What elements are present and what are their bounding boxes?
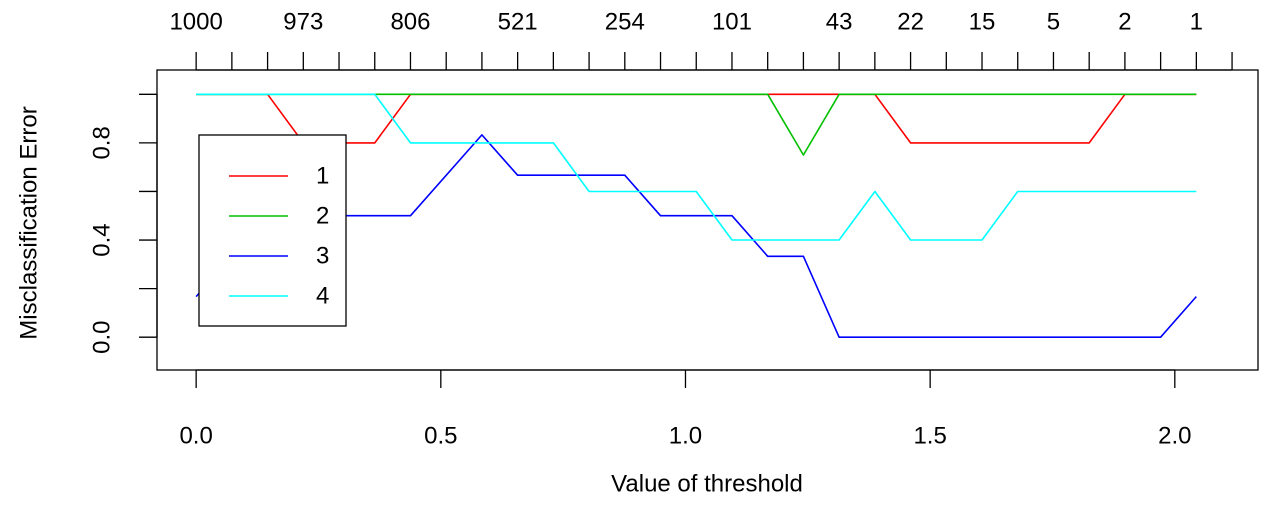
x-tick-label: 0.5 xyxy=(424,422,457,449)
top-tick-label: 101 xyxy=(712,8,752,35)
legend-label-2: 2 xyxy=(316,202,329,229)
top-tick-label: 973 xyxy=(283,8,323,35)
bottom-axis: 0.0 0.5 1.0 1.5 2.0 xyxy=(179,369,1192,449)
x-tick-label: 1.0 xyxy=(669,422,702,449)
legend: 1 2 3 4 xyxy=(198,134,347,327)
top-tick-label: 43 xyxy=(826,8,853,35)
legend-box xyxy=(198,134,347,327)
legend-label-1: 1 xyxy=(316,162,329,189)
top-tick-label: 5 xyxy=(1047,8,1060,35)
x-tick-label: 2.0 xyxy=(1158,422,1191,449)
x-axis-title: Value of threshold xyxy=(611,470,803,497)
top-tick-label: 806 xyxy=(390,8,430,35)
x-tick-label: 0.0 xyxy=(179,422,212,449)
top-tick-label: 521 xyxy=(498,8,538,35)
y-tick-label: 0.4 xyxy=(88,223,115,256)
top-tick-label: 1000 xyxy=(169,8,222,35)
top-tick-label: 15 xyxy=(969,8,996,35)
y-tick-label: 0.8 xyxy=(88,126,115,159)
top-tick-label: 2 xyxy=(1118,8,1131,35)
y-axis-title: Misclassification Error xyxy=(15,106,42,339)
legend-label-3: 3 xyxy=(316,242,329,269)
top-tick-label: 22 xyxy=(897,8,924,35)
top-tick-label: 1 xyxy=(1190,8,1203,35)
left-axis: 0.0 0.4 0.8 xyxy=(88,93,158,354)
series-line-3 xyxy=(195,134,1197,339)
y-tick-label: 0.0 xyxy=(88,321,115,354)
top-axis: 1000 973 806 521 254 101 43 22 15 5 2 1 xyxy=(169,8,1233,71)
top-tick-label: 254 xyxy=(605,8,645,35)
legend-label-4: 4 xyxy=(316,282,329,309)
x-tick-label: 1.5 xyxy=(913,422,946,449)
series-line-4 xyxy=(196,93,1197,241)
